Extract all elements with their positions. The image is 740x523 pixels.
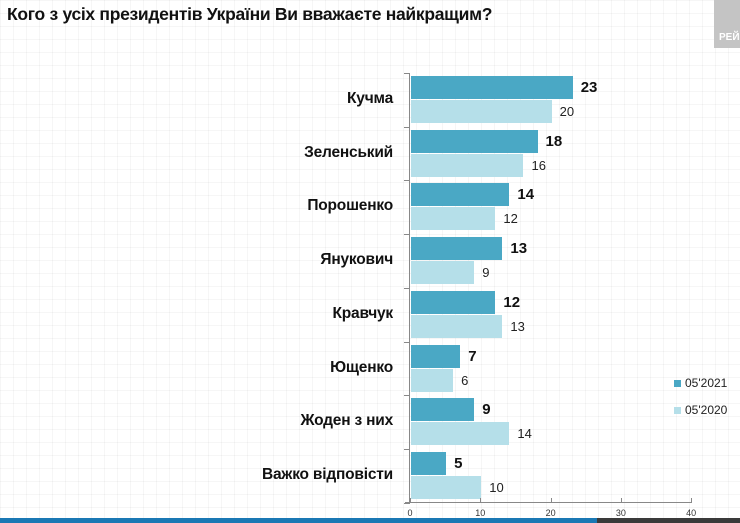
y-axis-tick [404,395,410,397]
x-axis [405,502,692,503]
value-label: 12 [503,211,518,227]
legend-item-2021: 05'2021 [674,376,727,390]
bar-05-2021 [411,237,503,261]
legend-item-2020: 05'2020 [674,403,727,417]
y-axis-tick [404,448,410,450]
x-axis-tick-label: 10 [475,508,486,518]
footer-stripe-blue [0,518,597,523]
x-axis-tick [480,498,482,503]
category-label: Порошенко [307,197,393,215]
value-label: 16 [531,157,546,173]
category-label: Кравчук [332,304,394,322]
x-axis-tick [620,498,622,503]
bar-05-2021 [411,183,510,207]
y-axis-tick [404,180,410,182]
bar-05-2021 [411,451,447,475]
category-label: Ющенко [330,358,393,376]
y-axis-tick [404,502,410,504]
bar-05-2020 [411,422,510,446]
value-label: 14 [517,186,535,204]
value-label: 5 [454,454,463,472]
bar-05-2021 [411,129,538,153]
bar-05-2020 [411,100,552,123]
category-label: Жоден з них [300,412,393,430]
y-axis-tick [404,73,410,74]
logo: РЕЙ [714,0,740,48]
value-label: 13 [510,240,528,258]
bar-05-2021 [411,398,475,422]
category-label: Зеленський [304,143,393,161]
category-label: Важко відповісти [261,465,393,483]
value-label: 6 [461,372,469,388]
x-axis-tick-label: 30 [615,508,626,518]
x-axis-tick-label: 0 [407,508,413,518]
y-axis-tick [404,287,410,289]
x-axis-tick [691,498,693,503]
category-label: Кучма [347,90,393,107]
bar-05-2020 [411,368,454,392]
footer-stripe-dark [597,518,740,523]
category-label: Янукович [320,251,393,269]
value-label: 23 [580,79,598,96]
logo-text: РЕЙ [719,32,740,43]
value-label: 9 [482,265,490,281]
value-label: 18 [545,132,563,150]
bar-05-2021 [411,290,496,314]
y-axis-tick [404,234,410,236]
bar-05-2020 [411,153,524,177]
value-label: 12 [503,293,521,311]
y-axis-tick [404,126,410,128]
value-label: 7 [468,347,477,365]
legend-label-2021: 05'2021 [685,376,728,390]
legend-label-2020: 05'2020 [685,403,728,417]
bar-05-2020 [411,475,482,499]
bar-05-2020 [411,207,496,231]
value-label: 13 [510,318,525,334]
bar-05-2020 [411,261,475,285]
bar-05-2021 [411,76,573,99]
chart-title: Кого з усіх президентів України Ви вважа… [7,4,493,24]
bar-05-2020 [411,314,503,338]
x-axis-tick [410,498,411,503]
value-label: 14 [517,426,532,442]
x-axis-tick [550,498,552,503]
value-label: 10 [489,479,504,495]
value-label: 20 [559,104,575,119]
value-label: 9 [482,401,491,419]
x-axis-tick-label: 40 [686,508,697,518]
legend-swatch-2020 [674,406,681,414]
bar-05-2021 [411,344,461,368]
x-axis-tick-label: 20 [545,508,556,518]
legend-swatch-2021 [674,379,681,387]
y-axis-tick [404,341,410,343]
